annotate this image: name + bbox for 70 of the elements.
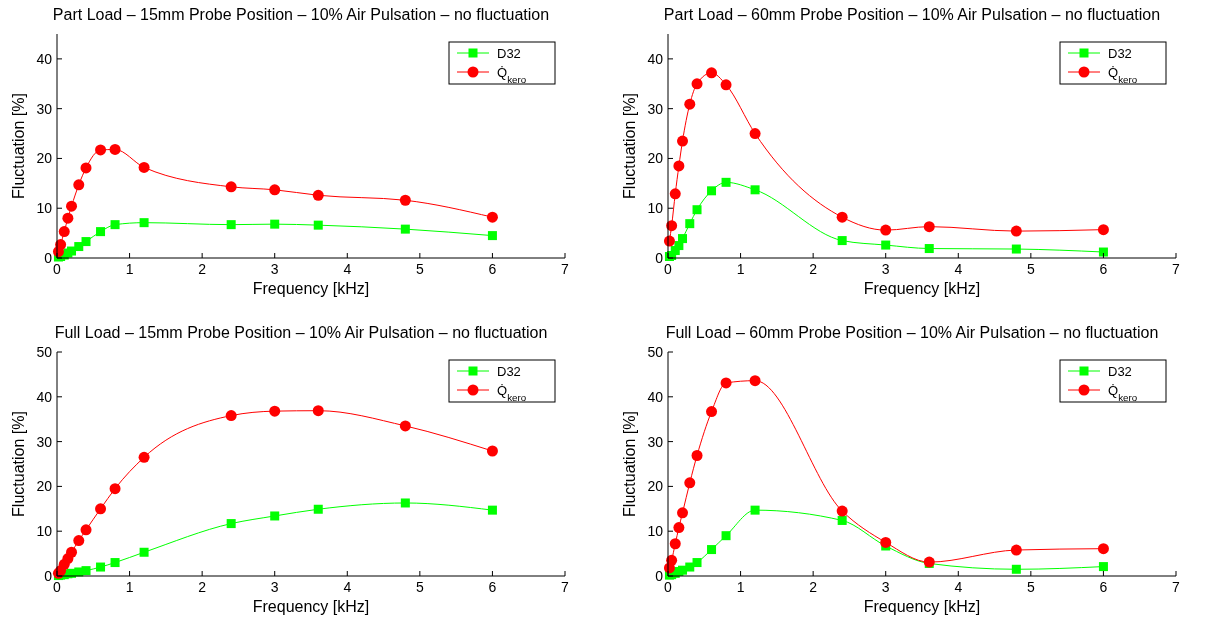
- y-tick-label: 20: [36, 478, 53, 495]
- y-axis-title: Fluctuation [%]: [10, 411, 27, 517]
- y-tick-label: 40: [647, 50, 664, 67]
- y-tick-label: 10: [36, 200, 53, 217]
- x-tick-label: 6: [1099, 579, 1108, 595]
- x-axis-title: Frequency [kHz]: [252, 280, 370, 297]
- x-tick-label: 7: [1172, 261, 1181, 277]
- y-axis-title: Fluctuation [%]: [621, 93, 638, 199]
- y-tick-label: 20: [36, 150, 53, 167]
- chart-title: Part Load – 60mm Probe Position – 10% Air Pulsation – no fluctuation: [663, 6, 1161, 23]
- x-tick-label: 7: [1172, 579, 1181, 595]
- y-tick-label: 10: [647, 523, 664, 540]
- x-tick-label: 6: [488, 261, 497, 277]
- x-tick-label: 1: [736, 261, 745, 277]
- chart-title: Full Load – 60mm Probe Position – 10% Air Pulsation – no fluctuation: [665, 324, 1159, 341]
- x-tick-label: 1: [125, 579, 134, 595]
- x-tick-label: 6: [488, 579, 497, 595]
- x-tick-label: 5: [415, 261, 424, 277]
- legend-label: Q̇$_{kero}$: [1108, 383, 1138, 403]
- x-tick-label: 4: [343, 261, 352, 277]
- y-tick-label: 30: [647, 100, 664, 117]
- x-tick-label: 5: [415, 579, 424, 595]
- x-tick-label: 2: [198, 261, 207, 277]
- x-tick-label: 4: [954, 261, 963, 277]
- y-tick-label: 0: [655, 568, 664, 584]
- legend-label: Q̇$_{kero}$: [497, 65, 527, 85]
- legend-label: D32: [497, 46, 521, 61]
- x-tick-label: 7: [561, 579, 570, 595]
- y-tick-label: 40: [36, 388, 53, 405]
- y-tick-label: 40: [647, 388, 664, 405]
- x-tick-label: 3: [881, 261, 890, 277]
- y-tick-label: 20: [647, 150, 664, 167]
- x-tick-label: 5: [1026, 579, 1035, 595]
- y-tick-label: 30: [36, 433, 53, 450]
- y-tick-label: 40: [36, 50, 53, 67]
- legend-label: Q̇$_{kero}$: [1108, 65, 1138, 85]
- y-tick-label: 30: [36, 100, 53, 117]
- legend-label: D32: [1108, 46, 1132, 61]
- x-axis-title: Frequency [kHz]: [252, 598, 370, 615]
- y-tick-label: 0: [44, 568, 53, 584]
- x-tick-label: 4: [954, 579, 963, 595]
- x-axis-title: Frequency [kHz]: [863, 280, 981, 297]
- x-tick-label: 3: [270, 579, 279, 595]
- y-tick-label: 10: [36, 523, 53, 540]
- legend-label: Q̇$_{kero}$: [497, 383, 527, 403]
- legend-label: D32: [1108, 364, 1132, 379]
- y-tick-label: 0: [655, 250, 664, 266]
- x-tick-label: 7: [561, 261, 570, 277]
- chart-title: Full Load – 15mm Probe Position – 10% Air Pulsation – no fluctuation: [54, 324, 548, 341]
- x-tick-label: 2: [809, 261, 818, 277]
- y-tick-label: 0: [44, 250, 53, 266]
- x-tick-label: 6: [1099, 261, 1108, 277]
- y-tick-label: 10: [647, 200, 664, 217]
- x-tick-label: 3: [270, 261, 279, 277]
- y-axis-title: Fluctuation [%]: [10, 93, 27, 199]
- x-tick-label: 2: [198, 579, 207, 595]
- x-tick-label: 2: [809, 579, 818, 595]
- y-tick-label: 50: [36, 344, 53, 360]
- x-tick-label: 1: [736, 579, 745, 595]
- y-tick-label: 50: [647, 344, 664, 360]
- x-tick-label: 3: [881, 579, 890, 595]
- y-tick-label: 30: [647, 433, 664, 450]
- x-axis-title: Frequency [kHz]: [863, 598, 981, 615]
- y-tick-label: 20: [647, 478, 664, 495]
- x-tick-label: 1: [125, 261, 134, 277]
- x-tick-label: 4: [343, 579, 352, 595]
- chart-title: Part Load – 15mm Probe Position – 10% Air Pulsation – no fluctuation: [52, 6, 550, 23]
- x-tick-label: 5: [1026, 261, 1035, 277]
- y-axis-title: Fluctuation [%]: [621, 411, 638, 517]
- legend-label: D32: [497, 364, 521, 379]
